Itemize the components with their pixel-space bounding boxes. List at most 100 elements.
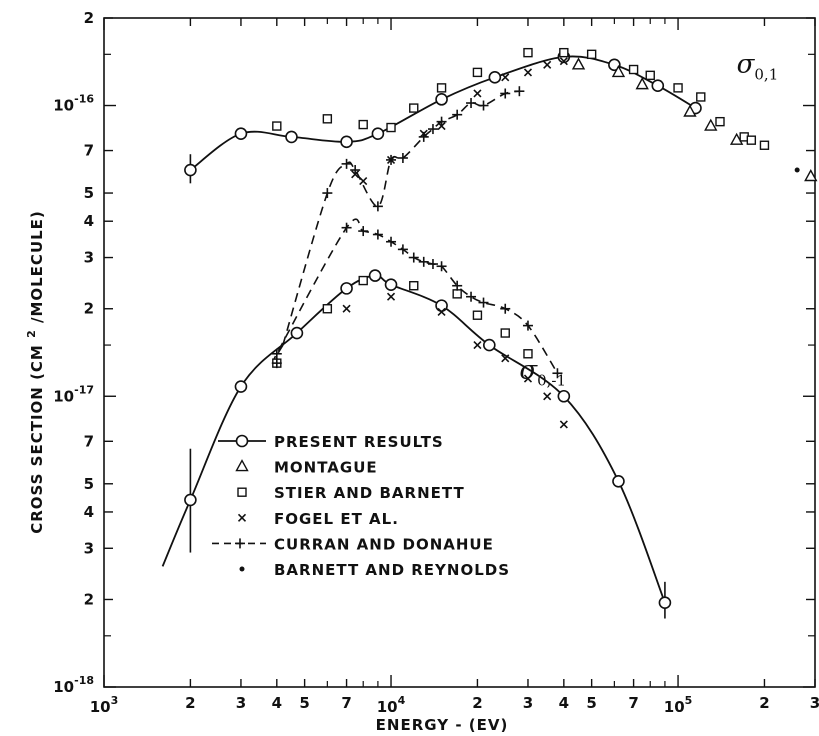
square-marker	[628, 64, 639, 75]
y-tick-label-base: 10	[53, 387, 74, 405]
present-results-point	[290, 326, 304, 340]
x-tick-label-sup: 3	[111, 694, 119, 707]
square-marker	[409, 103, 419, 113]
square-marker	[696, 92, 706, 102]
present-results-point	[285, 130, 298, 144]
triangle-marker	[235, 459, 249, 472]
x-marker-stroke	[543, 392, 552, 401]
y-axis-label-part: CROSS SECTION (CM	[28, 338, 46, 534]
square-marker	[452, 289, 462, 299]
curran-and-donahue-point	[436, 261, 447, 272]
legend-entry: FOGEL ET AL.	[237, 510, 398, 528]
square-marker	[559, 47, 569, 58]
stier-and-barnett-point	[409, 281, 419, 291]
fogel-et-al-point	[359, 176, 368, 186]
circle-marker	[483, 338, 496, 352]
x-tick-label-base: 10	[664, 698, 685, 716]
present-results-point	[340, 282, 353, 295]
fogel-et-al-point	[437, 307, 446, 317]
fogel-et-al-point	[473, 89, 482, 98]
triangle-marker	[729, 132, 744, 145]
stier-and-barnett-point	[715, 116, 725, 127]
y-tick-label: 7	[84, 432, 94, 450]
curran-and-donahue-point	[350, 165, 361, 176]
y-axis-label-sup: 2	[25, 329, 38, 338]
axis-ticks: 103 2 3 4 5 7 104 2 3 4 5 7 105 2 310-182345710-172345…	[53, 9, 819, 716]
y-tick-label: 4	[84, 503, 94, 521]
present-results-point	[435, 299, 448, 312]
plot-border	[103, 17, 816, 688]
square-marker	[523, 47, 533, 58]
x-marker-stroke	[473, 89, 482, 98]
y-tick-label: 10-18	[53, 674, 94, 696]
x-marker-stroke	[359, 176, 368, 186]
curran-and-donahue-point	[478, 297, 489, 308]
square-marker	[586, 49, 597, 60]
x-tick-label: 5	[299, 694, 309, 712]
stier-and-barnett-point	[409, 103, 419, 113]
sigma-subscript: 0,-1	[537, 372, 566, 390]
y-tick-label-base: 2	[84, 590, 94, 608]
circle-marker	[184, 163, 197, 177]
present-results-point	[234, 380, 248, 393]
sigma-symbol: σ	[737, 49, 756, 79]
present-results-point	[368, 269, 382, 282]
circle-marker	[488, 71, 502, 84]
present-results-point	[488, 71, 502, 84]
x-tick-label: 2	[759, 694, 769, 712]
x-tick-label-base: 5	[586, 694, 596, 712]
legend-entry: MONTAGUE	[235, 459, 378, 477]
y-tick-label-base: 2	[84, 9, 94, 27]
y-tick-label: 2	[84, 9, 94, 27]
barnett-and-reynolds-point	[794, 167, 800, 173]
square-marker	[523, 349, 533, 359]
x-tick-label-base: 7	[628, 694, 638, 712]
y-tick-label: 5	[84, 475, 94, 493]
fogel-et-al-point	[473, 340, 482, 350]
x-marker-stroke	[386, 292, 396, 301]
square-marker	[436, 83, 447, 93]
stier-and-barnett-point	[452, 289, 462, 299]
fogel-et-al-point	[543, 60, 552, 69]
legend-marker	[237, 513, 247, 522]
y-tick-label-base: 3	[84, 539, 94, 557]
stier-and-barnett-point	[523, 47, 533, 58]
x-tick-label-base: 2	[472, 694, 482, 712]
circle-marker	[435, 93, 448, 106]
circle-marker	[435, 299, 448, 312]
stier-and-barnett-point	[586, 49, 597, 60]
curran-and-donahue-point	[522, 320, 533, 331]
curran-and-donahue-point	[271, 358, 282, 369]
stier-and-barnett-point	[386, 122, 396, 133]
legend-label: MONTAGUE	[274, 459, 378, 477]
square-marker	[386, 122, 396, 133]
fogel-et-al-point	[523, 374, 533, 383]
legend-label: BARNETT AND REYNOLDS	[274, 561, 510, 579]
x-tick-label: 4	[559, 694, 569, 712]
triangle-marker	[704, 118, 718, 131]
x-tick-label: 3	[523, 694, 533, 712]
circle-marker	[184, 493, 197, 507]
curran-and-donahue-point	[386, 154, 397, 165]
curran-and-donahue-point	[341, 222, 352, 233]
x-tick-label-base: 10	[90, 698, 111, 716]
x-tick-label: 2	[185, 694, 195, 712]
fogel-et-al-point	[543, 392, 552, 401]
x-tick-label-base: 4	[272, 694, 282, 712]
x-marker-stroke	[501, 73, 510, 82]
square-marker	[322, 114, 333, 124]
fogel-et-al-point	[342, 304, 351, 313]
curran-donahue-curve	[272, 218, 559, 374]
square-marker	[358, 275, 368, 286]
x-marker-stroke	[559, 420, 568, 429]
curran-and-donahue-point	[372, 229, 383, 240]
montague-point	[571, 57, 586, 70]
dot-marker	[239, 566, 245, 572]
square-marker	[746, 135, 757, 145]
square-marker	[472, 310, 483, 320]
stier-and-barnett-point	[322, 114, 333, 124]
fitted-curves	[161, 55, 696, 619]
x-tick-label: 3	[810, 694, 819, 712]
present-results-point	[483, 338, 496, 352]
